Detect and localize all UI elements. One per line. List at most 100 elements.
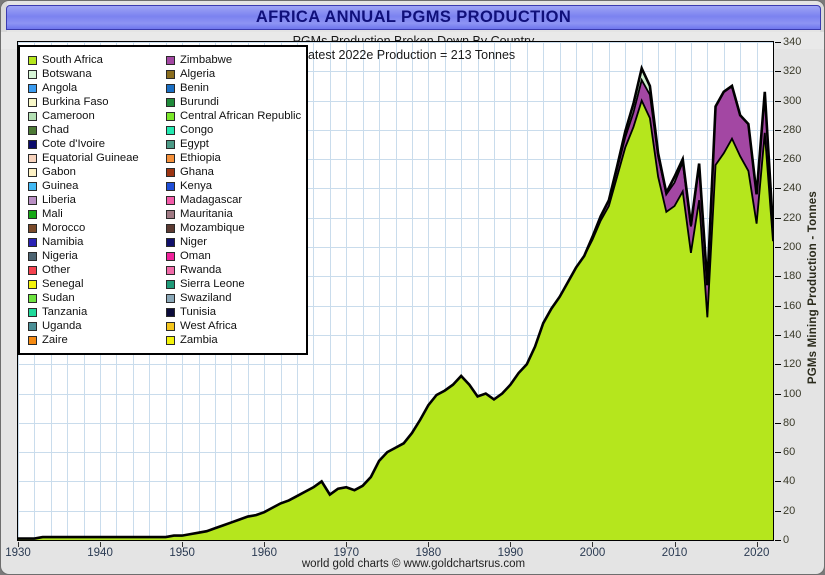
y-tick-label: 300 <box>783 94 802 107</box>
legend-item[interactable]: Botswana <box>26 67 164 81</box>
legend-item[interactable]: Uganda <box>26 319 164 333</box>
legend-swatch-icon <box>166 195 175 205</box>
legend-swatch-icon <box>28 111 37 121</box>
legend-swatch-icon <box>166 111 175 121</box>
y-tick-label: 20 <box>783 504 796 517</box>
legend-item[interactable]: Swaziland <box>164 291 302 305</box>
y-axis-title: PGMs Mining Production - Tonnes <box>807 191 819 385</box>
legend-item-label: Central African Republic <box>180 110 302 122</box>
legend-item[interactable]: Sudan <box>26 291 164 305</box>
latest-production-annotation: Latest 2022e Production = 213 Tonnes <box>301 48 516 62</box>
x-tick-label: 1930 <box>5 547 31 559</box>
legend-swatch-icon <box>166 209 175 219</box>
legend-item[interactable]: Other <box>26 263 164 277</box>
legend-swatch-icon <box>166 223 175 233</box>
legend-item[interactable]: Burundi <box>164 95 302 109</box>
legend-item-label: Egypt <box>180 138 209 150</box>
y-tick-label: 0 <box>783 534 790 546</box>
legend-column-left: South Africa Botswana Angola Burkina Faso Ca… <box>26 53 164 347</box>
legend-item[interactable]: Burkina Faso <box>26 95 164 109</box>
legend-item-label: Algeria <box>180 68 216 80</box>
legend-item[interactable]: Oman <box>164 249 302 263</box>
y-tick <box>775 276 781 278</box>
y-tick <box>775 188 781 190</box>
legend-item[interactable]: Cameroon <box>26 109 164 123</box>
legend-item[interactable]: Mauritania <box>164 207 302 221</box>
x-tick-label: 1980 <box>415 547 442 559</box>
y-tick-label: 240 <box>783 182 802 195</box>
legend-item[interactable]: Kenya <box>164 179 302 193</box>
legend-item[interactable]: Benin <box>164 81 302 95</box>
x-tick <box>18 542 19 547</box>
y-tick <box>775 540 781 541</box>
legend-item-label: Swaziland <box>180 292 232 304</box>
legend-item[interactable]: Angola <box>26 81 164 95</box>
legend-item[interactable]: Namibia <box>26 235 164 249</box>
legend-swatch-icon <box>28 55 37 65</box>
page-title: AFRICA ANNUAL PGMS PRODUCTION <box>255 8 572 26</box>
legend-swatch-icon <box>28 125 37 135</box>
legend-item[interactable]: Niger <box>164 235 302 249</box>
legend-item-label: Gabon <box>42 166 76 178</box>
legend-item[interactable]: Chad <box>26 123 164 137</box>
legend-item[interactable]: South Africa <box>26 53 164 67</box>
legend-item[interactable]: Tunisia <box>164 305 302 319</box>
legend-item[interactable]: Congo <box>164 123 302 137</box>
legend-item[interactable]: Senegal <box>26 277 164 291</box>
legend-item-label: Namibia <box>42 236 84 248</box>
legend-item[interactable]: Madagascar <box>164 193 302 207</box>
legend-item[interactable]: Cote d'Ivoire <box>26 137 164 151</box>
x-tick <box>182 542 184 547</box>
legend-item-label: Nigeria <box>42 250 78 262</box>
legend-item-label: Mauritania <box>180 208 233 220</box>
legend-item[interactable]: Ghana <box>164 165 302 179</box>
legend-item[interactable]: Ethiopia <box>164 151 302 165</box>
legend: South Africa Botswana Angola Burkina Faso Ca… <box>18 45 308 355</box>
legend-item-label: Sudan <box>42 292 75 304</box>
legend-item[interactable]: Gabon <box>26 165 164 179</box>
legend-item-label: Cote d'Ivoire <box>42 138 106 150</box>
y-tick-label: 80 <box>783 416 796 429</box>
legend-item-label: Mozambique <box>180 222 245 234</box>
legend-swatch-icon <box>166 279 175 289</box>
legend-item-label: Equatorial Guineae <box>42 152 139 164</box>
legend-item[interactable]: Algeria <box>164 67 302 81</box>
legend-swatch-icon <box>166 83 175 93</box>
x-tick <box>428 542 430 547</box>
legend-item[interactable]: Zimbabwe <box>164 53 302 67</box>
legend-item[interactable]: Zambia <box>164 333 302 347</box>
window-edge-right <box>820 1 824 32</box>
legend-item[interactable]: Tanzania <box>26 305 164 319</box>
legend-swatch-icon <box>28 237 37 247</box>
legend-item[interactable]: Morocco <box>26 221 164 235</box>
legend-item-label: Benin <box>180 82 209 94</box>
legend-item-label: Guinea <box>42 180 79 192</box>
legend-swatch-icon <box>28 279 37 289</box>
legend-item[interactable]: Nigeria <box>26 249 164 263</box>
legend-item[interactable]: Sierra Leone <box>164 277 302 291</box>
legend-item[interactable]: Equatorial Guineae <box>26 151 164 165</box>
legend-item[interactable]: Zaire <box>26 333 164 347</box>
legend-item[interactable]: Central African Republic <box>164 109 302 123</box>
legend-item-label: Niger <box>180 236 207 248</box>
y-tick <box>775 71 781 73</box>
legend-item-label: Sierra Leone <box>180 278 245 290</box>
legend-item[interactable]: Guinea <box>26 179 164 193</box>
legend-item-label: Chad <box>42 124 70 136</box>
legend-item[interactable]: Mali <box>26 207 164 221</box>
legend-item[interactable]: Mozambique <box>164 221 302 235</box>
legend-item-label: Morocco <box>42 222 86 234</box>
legend-item[interactable]: Rwanda <box>164 263 302 277</box>
legend-item-label: Angola <box>42 82 78 94</box>
band-boundary-south-africa <box>583 98 773 318</box>
window-titlebar: AFRICA ANNUAL PGMS PRODUCTION <box>6 5 821 30</box>
legend-swatch-icon <box>166 335 175 345</box>
legend-item-label: Liberia <box>42 194 76 206</box>
legend-item[interactable]: Liberia <box>26 193 164 207</box>
legend-swatch-icon <box>166 321 175 331</box>
y-tick <box>775 247 781 249</box>
legend-item-label: Other <box>42 264 71 276</box>
legend-item[interactable]: Egypt <box>164 137 302 151</box>
legend-item[interactable]: West Africa <box>164 319 302 333</box>
